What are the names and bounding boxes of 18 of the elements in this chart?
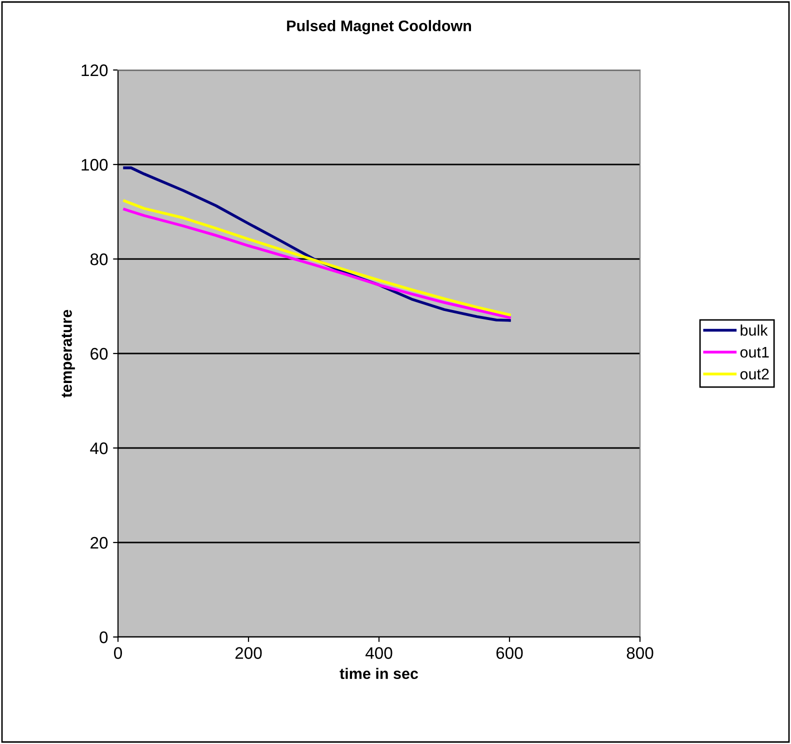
y-tick-label: 100 bbox=[82, 158, 108, 171]
x-tick-label: 600 bbox=[496, 647, 523, 659]
x-tick-label: 400 bbox=[365, 647, 392, 659]
y-tick-label: 40 bbox=[90, 442, 108, 454]
legend-label: out2 bbox=[740, 368, 769, 380]
y-tick-label: 80 bbox=[90, 253, 108, 266]
legend-label: out1 bbox=[740, 346, 769, 358]
y-axis-title: temperature bbox=[62, 310, 75, 398]
y-tick-label: 20 bbox=[90, 536, 108, 549]
chart-title: Pulsed Magnet Cooldown bbox=[287, 20, 471, 34]
y-tick-label: 60 bbox=[90, 348, 108, 360]
y-tick-label: 0 bbox=[100, 631, 108, 644]
x-axis-title: time in sec bbox=[340, 668, 418, 680]
x-tick-label: 200 bbox=[235, 647, 262, 659]
x-tick-label: 0 bbox=[114, 647, 122, 659]
x-tick-label: 800 bbox=[626, 647, 654, 659]
legend-label: bulk bbox=[740, 324, 768, 336]
y-tick-label: 120 bbox=[82, 64, 108, 76]
